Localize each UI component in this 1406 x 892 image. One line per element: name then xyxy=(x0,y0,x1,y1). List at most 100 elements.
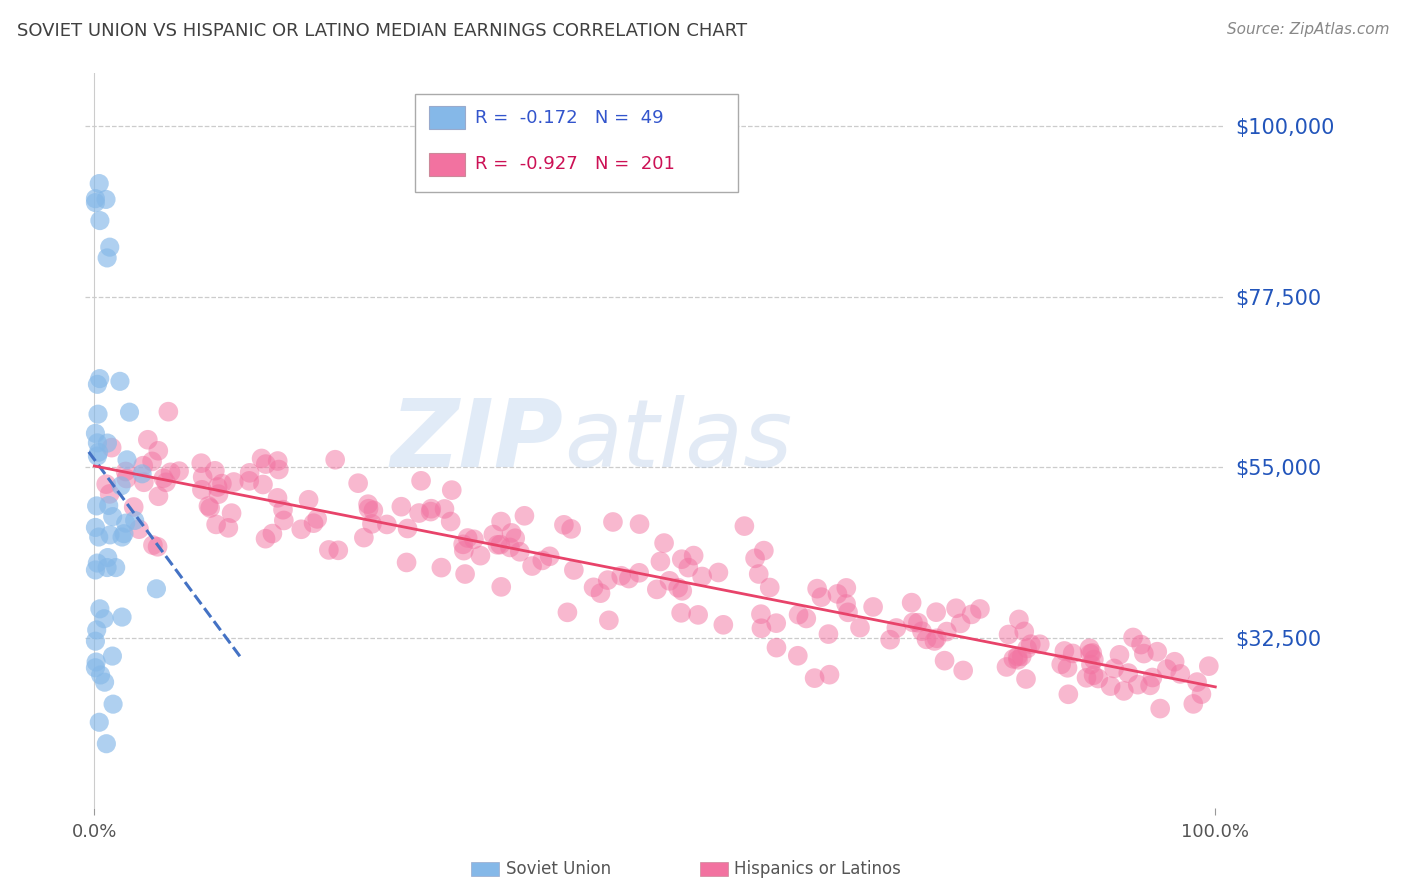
Point xyxy=(1002,652,1025,666)
Point xyxy=(1056,661,1078,675)
Point xyxy=(589,586,612,600)
Point xyxy=(666,581,689,595)
Point xyxy=(1078,641,1101,656)
Point xyxy=(862,599,884,614)
Point xyxy=(112,526,135,541)
Point xyxy=(353,531,375,545)
Point xyxy=(582,580,605,594)
Point xyxy=(440,483,463,497)
Point xyxy=(110,479,132,493)
Point xyxy=(1133,647,1156,661)
Point xyxy=(520,559,543,574)
Point xyxy=(457,531,479,545)
Point xyxy=(267,454,290,468)
Point xyxy=(148,489,170,503)
Point xyxy=(925,632,948,646)
Point xyxy=(128,522,150,536)
Point xyxy=(96,251,118,265)
Point xyxy=(1083,668,1105,682)
Point xyxy=(1191,687,1213,701)
Point xyxy=(806,582,828,596)
Point xyxy=(924,634,946,648)
Point xyxy=(748,566,770,581)
Point xyxy=(900,596,922,610)
Point xyxy=(849,621,872,635)
Point xyxy=(111,610,134,624)
Point xyxy=(204,464,226,478)
Point xyxy=(146,540,169,554)
Point xyxy=(433,502,456,516)
Point xyxy=(835,581,858,595)
Point xyxy=(98,240,121,254)
Point xyxy=(818,667,841,681)
Text: Soviet Union: Soviet Union xyxy=(506,860,612,878)
Point xyxy=(489,515,512,529)
Point xyxy=(136,433,159,447)
Point xyxy=(87,530,110,544)
Point xyxy=(628,517,651,532)
Text: R =  -0.927   N =  201: R = -0.927 N = 201 xyxy=(475,155,675,173)
Point xyxy=(997,627,1019,641)
Point xyxy=(503,531,526,545)
Point xyxy=(1008,612,1031,626)
Point xyxy=(749,607,772,622)
Point xyxy=(803,671,825,685)
Point xyxy=(84,192,107,206)
Point xyxy=(1099,679,1122,693)
Point xyxy=(744,551,766,566)
Point xyxy=(949,616,972,631)
Point xyxy=(97,550,120,565)
Point xyxy=(89,602,111,616)
Point xyxy=(1142,671,1164,685)
Point xyxy=(408,506,430,520)
Point xyxy=(911,624,934,639)
Point xyxy=(142,538,165,552)
Point xyxy=(114,465,136,479)
Point xyxy=(211,476,233,491)
Point xyxy=(628,566,651,580)
Point xyxy=(96,560,118,574)
Point xyxy=(89,371,111,385)
Text: atlas: atlas xyxy=(564,395,792,486)
Point xyxy=(191,483,214,497)
Point xyxy=(207,480,229,494)
Point xyxy=(645,582,668,597)
Point xyxy=(152,471,174,485)
Point xyxy=(960,607,983,622)
Point xyxy=(489,538,512,552)
Point xyxy=(969,602,991,616)
Point xyxy=(501,525,523,540)
Point xyxy=(711,617,734,632)
Point xyxy=(122,500,145,514)
Point xyxy=(96,477,118,491)
Point xyxy=(562,563,585,577)
Point xyxy=(145,582,167,596)
Point xyxy=(751,621,773,635)
Point xyxy=(101,649,124,664)
Point xyxy=(84,634,107,648)
Point xyxy=(96,737,118,751)
Point xyxy=(1029,637,1052,651)
Point xyxy=(205,517,228,532)
Point xyxy=(553,517,575,532)
Point xyxy=(1078,647,1101,661)
Point xyxy=(934,654,956,668)
Point xyxy=(886,621,908,635)
Point xyxy=(1122,631,1144,645)
Point xyxy=(935,624,957,639)
Point xyxy=(531,553,554,567)
Point xyxy=(96,436,118,450)
Point xyxy=(84,661,107,675)
Point xyxy=(262,526,284,541)
Point xyxy=(650,554,672,568)
Point xyxy=(290,522,312,536)
Point xyxy=(86,499,108,513)
Point xyxy=(557,605,579,619)
Point xyxy=(132,475,155,490)
Point xyxy=(602,515,624,529)
Point xyxy=(470,549,492,563)
Point xyxy=(389,500,412,514)
Point xyxy=(84,520,107,534)
Point xyxy=(835,597,858,611)
Point xyxy=(1011,649,1033,664)
